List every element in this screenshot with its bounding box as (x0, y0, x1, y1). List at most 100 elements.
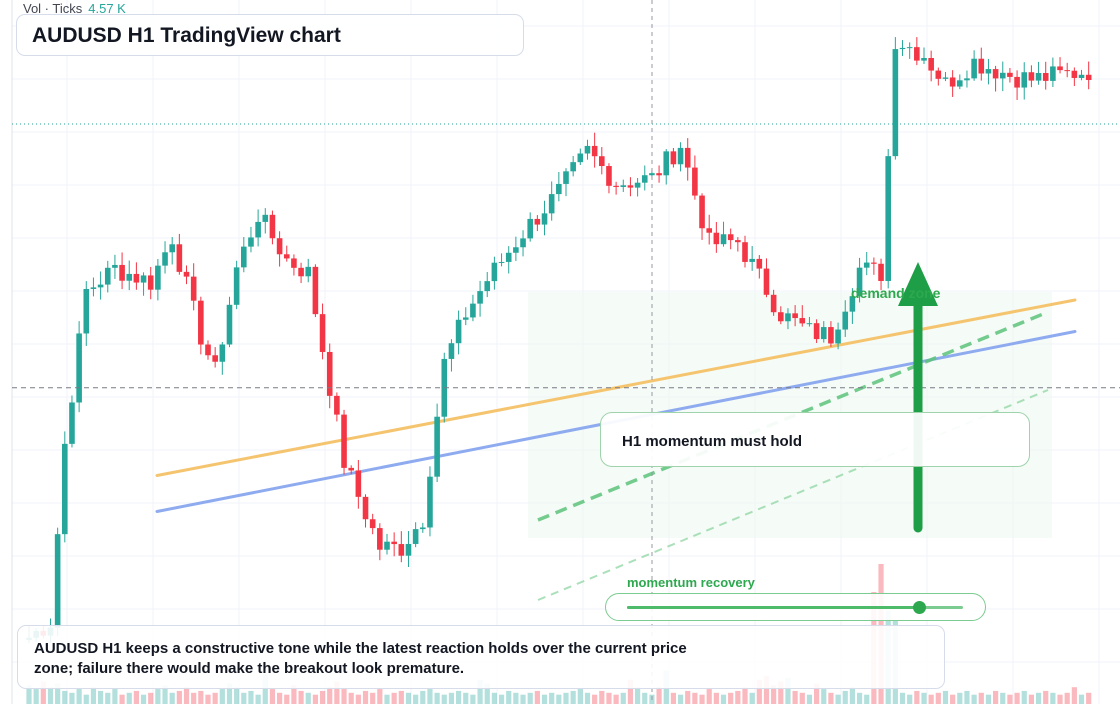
volume-bar (513, 692, 519, 704)
candle-body (1071, 70, 1078, 78)
candle-body (856, 267, 863, 297)
candle-body (591, 145, 598, 157)
volume-bar (735, 690, 741, 704)
candle-body (813, 323, 820, 340)
volume-bar (362, 690, 369, 704)
volume-bar (55, 683, 61, 704)
candle-body (248, 237, 254, 247)
candle-body (992, 69, 999, 79)
candle-body (749, 258, 755, 262)
volume-legend: Vol · Ticks 4.57 K (23, 1, 126, 16)
candle-body (319, 314, 326, 352)
candle-body (505, 252, 512, 262)
volume-bar (527, 692, 533, 704)
candle-body (369, 519, 376, 529)
volume-bar (384, 694, 390, 704)
candle-body (334, 395, 340, 415)
volume-bar (907, 694, 913, 704)
candle-body (54, 534, 61, 628)
up-arrow-icon (898, 262, 938, 306)
momentum-slider[interactable] (605, 593, 986, 621)
volume-bar (140, 694, 147, 704)
momentum-slider-track[interactable] (627, 601, 963, 614)
volume-bar (613, 694, 619, 704)
momentum-callout-text: H1 momentum must hold (622, 433, 803, 450)
volume-bar (599, 690, 605, 704)
candle-body (183, 271, 190, 277)
candle-body (241, 246, 247, 268)
candle-body (527, 218, 533, 239)
volume-bar (577, 689, 583, 704)
momentum-slider-knob[interactable] (913, 601, 927, 614)
candle-body (90, 287, 97, 289)
candle-body (391, 541, 397, 545)
candle-body (76, 333, 82, 403)
candle-body (484, 281, 491, 292)
momentum-slider-label: momentum recovery (627, 575, 755, 590)
candle-body (570, 162, 576, 172)
momentum-callout: H1 momentum must hold (600, 412, 1030, 467)
volume-bar (993, 690, 999, 704)
candle-body (649, 173, 655, 176)
volume-bar (756, 679, 762, 704)
candle-body (799, 318, 806, 324)
volume-bar (119, 694, 125, 704)
volume-bar (155, 689, 161, 704)
volume-bar (491, 692, 497, 704)
candle-body (513, 247, 519, 253)
candle-body (162, 252, 168, 266)
volume-bar (942, 690, 949, 704)
candle-body (684, 147, 691, 168)
volume-bar (319, 690, 326, 704)
volume-bar (806, 694, 813, 704)
volume-bar (563, 692, 569, 704)
volume-bar (83, 694, 89, 704)
candle-body (283, 254, 290, 259)
candle-body (1035, 73, 1042, 81)
volume-bar (570, 690, 576, 704)
volume-bar (105, 692, 111, 704)
candle-body (219, 344, 226, 362)
volume-bar (1086, 692, 1092, 704)
candle-body (885, 156, 891, 281)
volume-bar (98, 690, 104, 704)
volume-bar (241, 692, 247, 704)
candle-body (670, 151, 677, 165)
candle-body (470, 303, 476, 318)
volume-bar (40, 681, 46, 704)
volume-bar (814, 683, 820, 704)
candle-body (742, 242, 748, 262)
volume-bar (26, 685, 32, 704)
candle-body (255, 221, 261, 238)
candle-body (491, 262, 498, 282)
volume-bar (69, 692, 75, 704)
volume-bar (463, 692, 469, 704)
candle-body (262, 214, 269, 222)
volume-bar (749, 692, 755, 704)
volume-bar (856, 692, 863, 704)
candle-body (133, 273, 140, 283)
candle-body (863, 262, 870, 268)
volume-legend-value: 4.57 K (88, 1, 126, 16)
volume-bar (971, 694, 977, 704)
candle-body (634, 182, 641, 188)
candle-body (1057, 66, 1063, 71)
volume-bar (341, 689, 347, 704)
candle-body (820, 327, 827, 340)
volume-bar (284, 694, 290, 704)
volume-bar (377, 689, 383, 704)
volume-bar (1057, 694, 1063, 704)
volume-bar (692, 692, 698, 704)
candle-body (305, 266, 312, 277)
volume-bar (484, 683, 490, 704)
candle-body (949, 77, 956, 87)
volume-bar (1064, 692, 1070, 704)
volume-bar (33, 689, 39, 704)
candle-body (462, 317, 469, 320)
volume-bar (1043, 690, 1049, 704)
volume-bar (312, 694, 318, 704)
volume-bar (713, 692, 719, 704)
candle-body (763, 268, 770, 295)
candle-body (892, 49, 899, 157)
volume-bar (950, 694, 956, 704)
